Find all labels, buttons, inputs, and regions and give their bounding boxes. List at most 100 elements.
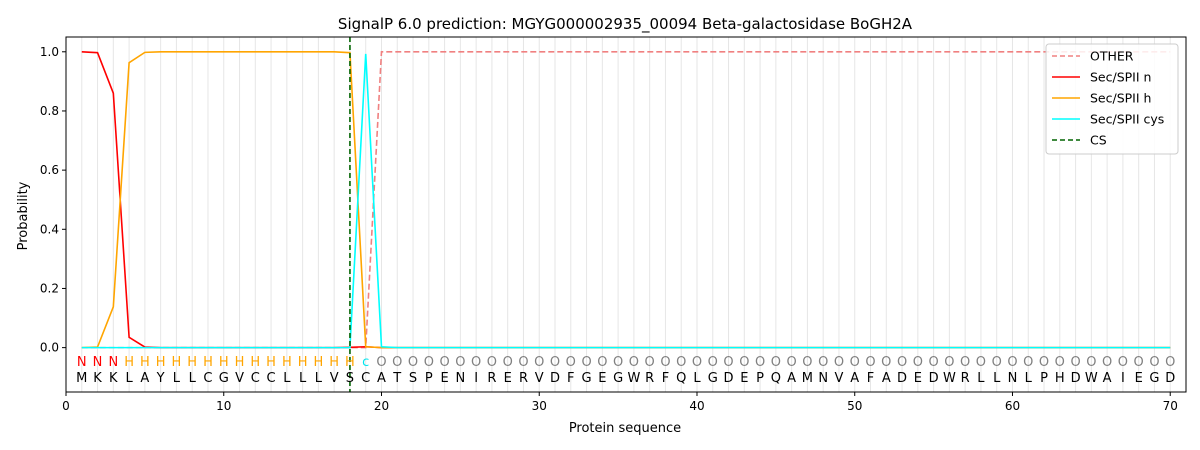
residue-label: Q bbox=[771, 371, 781, 386]
residue-label: G bbox=[582, 371, 592, 386]
region-label: O bbox=[629, 355, 639, 370]
region-label: O bbox=[1055, 355, 1065, 370]
legend: OTHER Sec/SPII n Sec/SPII h Sec/SPII cys CS bbox=[1045, 43, 1179, 155]
residue-label: S bbox=[346, 371, 354, 386]
residue-label: V bbox=[235, 371, 244, 386]
region-label: O bbox=[487, 355, 497, 370]
series-lines bbox=[81, 37, 1171, 392]
region-label: H bbox=[329, 355, 339, 370]
region-label: O bbox=[392, 355, 402, 370]
x-tick-label: 20 bbox=[374, 399, 389, 413]
residue-label: A bbox=[882, 371, 891, 386]
region-label: O bbox=[787, 355, 797, 370]
residue-label: A bbox=[787, 371, 796, 386]
residue-label: N bbox=[818, 371, 828, 386]
residue-label: L bbox=[299, 371, 307, 386]
residue-label: H bbox=[1055, 371, 1065, 386]
region-label: H bbox=[124, 355, 134, 370]
residue-label: E bbox=[914, 371, 922, 386]
legend-box bbox=[1045, 43, 1179, 155]
residue-label: K bbox=[109, 371, 118, 386]
residue-label: Q bbox=[676, 371, 686, 386]
residue-label: L bbox=[693, 371, 701, 386]
region-label: O bbox=[503, 355, 513, 370]
region-label: O bbox=[992, 355, 1002, 370]
residue-label: D bbox=[929, 371, 939, 386]
region-label: O bbox=[439, 355, 449, 370]
region-label: O bbox=[692, 355, 702, 370]
residue-label: C bbox=[203, 371, 212, 386]
residue-label: G bbox=[708, 371, 718, 386]
region-label: O bbox=[471, 355, 481, 370]
residue-label: D bbox=[724, 371, 734, 386]
residue-label: G bbox=[613, 371, 623, 386]
region-label: O bbox=[1165, 355, 1175, 370]
region-label: O bbox=[518, 355, 528, 370]
x-tick-label: 30 bbox=[532, 399, 547, 413]
region-label: N bbox=[93, 355, 103, 370]
residue-label: S bbox=[409, 371, 417, 386]
residue-label: K bbox=[93, 371, 102, 386]
region-label: O bbox=[376, 355, 386, 370]
residue-label: W bbox=[627, 371, 640, 386]
region-label: O bbox=[818, 355, 828, 370]
residue-label: A bbox=[140, 371, 149, 386]
series-line-sec-spii-n bbox=[81, 50, 1171, 349]
series-line-sec-spii-cys bbox=[81, 53, 1171, 349]
region-label: O bbox=[1102, 355, 1112, 370]
residue-label: I bbox=[474, 371, 478, 386]
region-label: O bbox=[944, 355, 954, 370]
region-label: O bbox=[723, 355, 733, 370]
x-tick-label: 50 bbox=[847, 399, 862, 413]
residue-label: M bbox=[802, 371, 813, 386]
residue-label: T bbox=[392, 371, 401, 386]
region-label: O bbox=[613, 355, 623, 370]
residue-label: M bbox=[76, 371, 87, 386]
region-label: N bbox=[77, 355, 87, 370]
region-label: O bbox=[960, 355, 970, 370]
region-label: N bbox=[108, 355, 118, 370]
residue-label: D bbox=[1071, 371, 1081, 386]
y-tick-label: 0.4 bbox=[40, 222, 59, 236]
residue-label: L bbox=[993, 371, 1001, 386]
x-axis-label: Protein sequence bbox=[569, 421, 681, 436]
region-label: O bbox=[850, 355, 860, 370]
region-label: O bbox=[534, 355, 544, 370]
residue-label: L bbox=[977, 371, 985, 386]
region-label: H bbox=[203, 355, 213, 370]
region-label: O bbox=[865, 355, 875, 370]
x-tick-label: 10 bbox=[216, 399, 231, 413]
residue-label: L bbox=[315, 371, 323, 386]
residue-label: F bbox=[662, 371, 669, 386]
residue-label: F bbox=[567, 371, 574, 386]
region-label: O bbox=[928, 355, 938, 370]
region-label: c bbox=[362, 355, 369, 370]
legend-label: Sec/SPII cys bbox=[1090, 112, 1164, 127]
region-label: O bbox=[408, 355, 418, 370]
residue-label: V bbox=[835, 371, 844, 386]
residue-label: W bbox=[943, 371, 956, 386]
residue-label: E bbox=[1135, 371, 1143, 386]
residue-label: P bbox=[756, 371, 764, 386]
region-label: O bbox=[1149, 355, 1159, 370]
x-tick-label: 40 bbox=[689, 399, 704, 413]
residue-label: D bbox=[1165, 371, 1175, 386]
residue-label: V bbox=[330, 371, 339, 386]
region-label: O bbox=[566, 355, 576, 370]
y-tick-label: 0.0 bbox=[40, 341, 59, 355]
residue-label: L bbox=[1025, 371, 1033, 386]
residue-label: C bbox=[251, 371, 260, 386]
residue-label: G bbox=[219, 371, 229, 386]
residue-label: L bbox=[125, 371, 133, 386]
residue-label: D bbox=[897, 371, 907, 386]
region-label: O bbox=[708, 355, 718, 370]
residue-label: Y bbox=[156, 371, 165, 386]
region-label: O bbox=[581, 355, 591, 370]
axes: 0 10 20 30 40 50 60 70 0.0 0.2 0.4 0.6 0.8 1.0 bbox=[40, 36, 1187, 413]
y-tick-label: 0.2 bbox=[40, 281, 59, 295]
residue-label: R bbox=[487, 371, 496, 386]
y-axis-label: Probability bbox=[16, 181, 31, 250]
region-label: H bbox=[314, 355, 324, 370]
region-label: H bbox=[219, 355, 229, 370]
